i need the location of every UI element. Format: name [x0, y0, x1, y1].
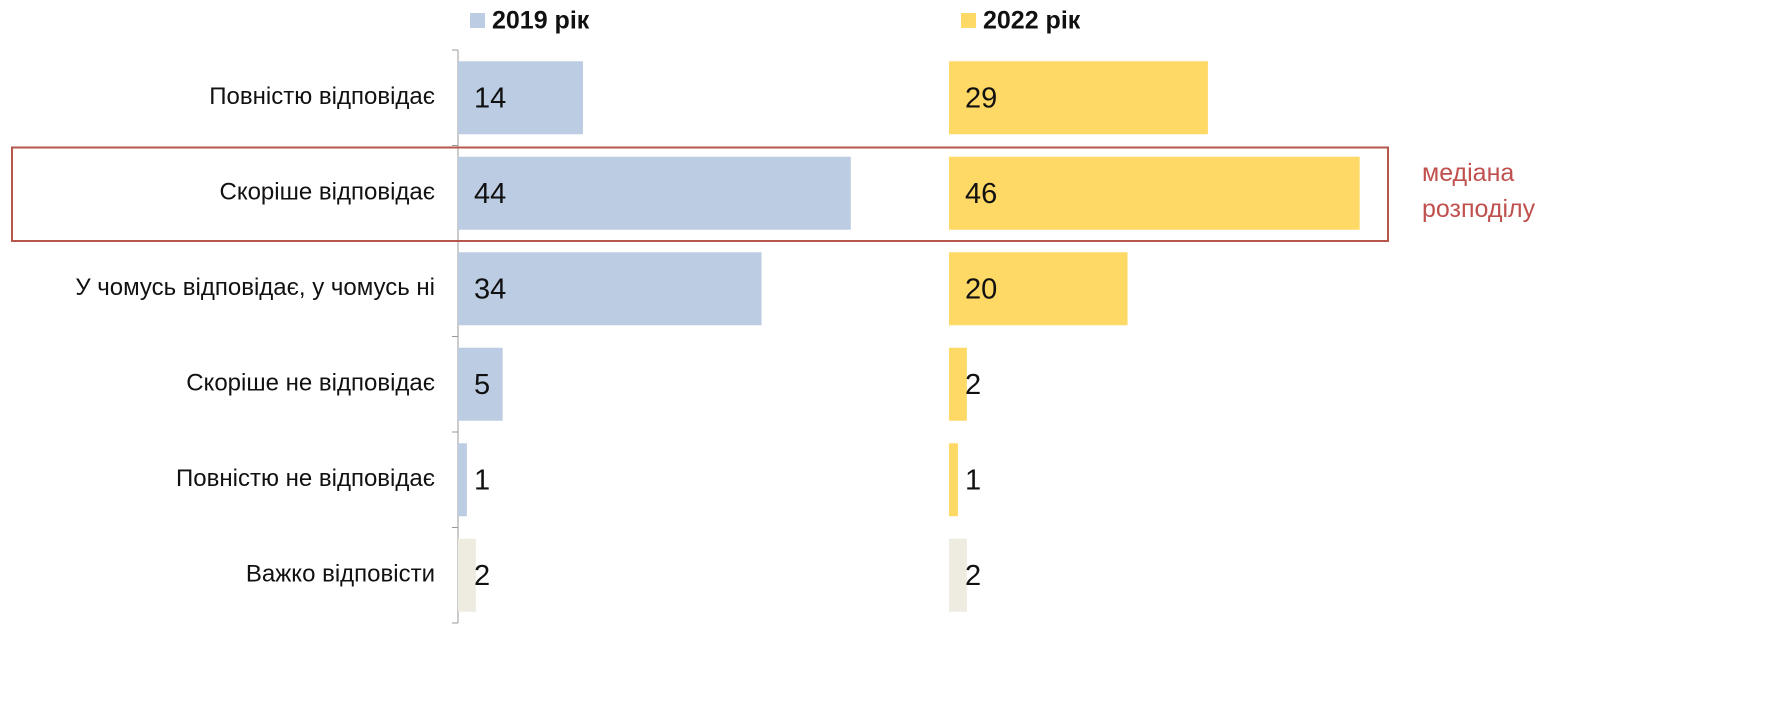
bar: [949, 443, 958, 517]
bar: [458, 347, 503, 421]
bar: [458, 156, 851, 230]
value-label: 44: [474, 178, 506, 210]
value-label: 20: [965, 273, 997, 305]
category-label: У чомусь відповідає, у чомусь ні: [75, 274, 435, 301]
value-label: 14: [474, 82, 506, 114]
annotation: розподілу: [1422, 195, 1536, 223]
value-label: 34: [474, 273, 506, 305]
category-label: Важко відповісти: [246, 561, 435, 588]
annotation: медіана: [1422, 159, 1514, 187]
bar: [458, 61, 583, 135]
value-label: 1: [474, 464, 490, 496]
bar: [458, 443, 467, 517]
bar: [458, 252, 762, 326]
bar: [949, 156, 1360, 230]
value-label: 2: [965, 369, 981, 401]
value-label: 2: [474, 560, 490, 592]
bar: [458, 538, 476, 612]
legend-swatch: [961, 13, 976, 28]
value-label: 5: [474, 369, 490, 401]
legend-label: 2022 рік: [983, 7, 1081, 35]
category-label: Скоріше відповідає: [219, 179, 435, 206]
value-label: 29: [965, 82, 997, 114]
value-label: 2: [965, 560, 981, 592]
legend-swatch: [470, 13, 485, 28]
value-label: 46: [965, 178, 997, 210]
highlight-box: [11, 146, 1389, 242]
bar: [949, 61, 1208, 135]
category-label: Повністю не відповідає: [176, 465, 435, 492]
category-label: Повністю відповідає: [209, 83, 435, 110]
legend-label: 2019 рік: [492, 7, 590, 35]
bar: [949, 252, 1128, 326]
bar: [949, 347, 967, 421]
value-label: 1: [965, 464, 981, 496]
bar: [949, 538, 967, 612]
category-label: Скоріше не відповідає: [186, 370, 435, 397]
